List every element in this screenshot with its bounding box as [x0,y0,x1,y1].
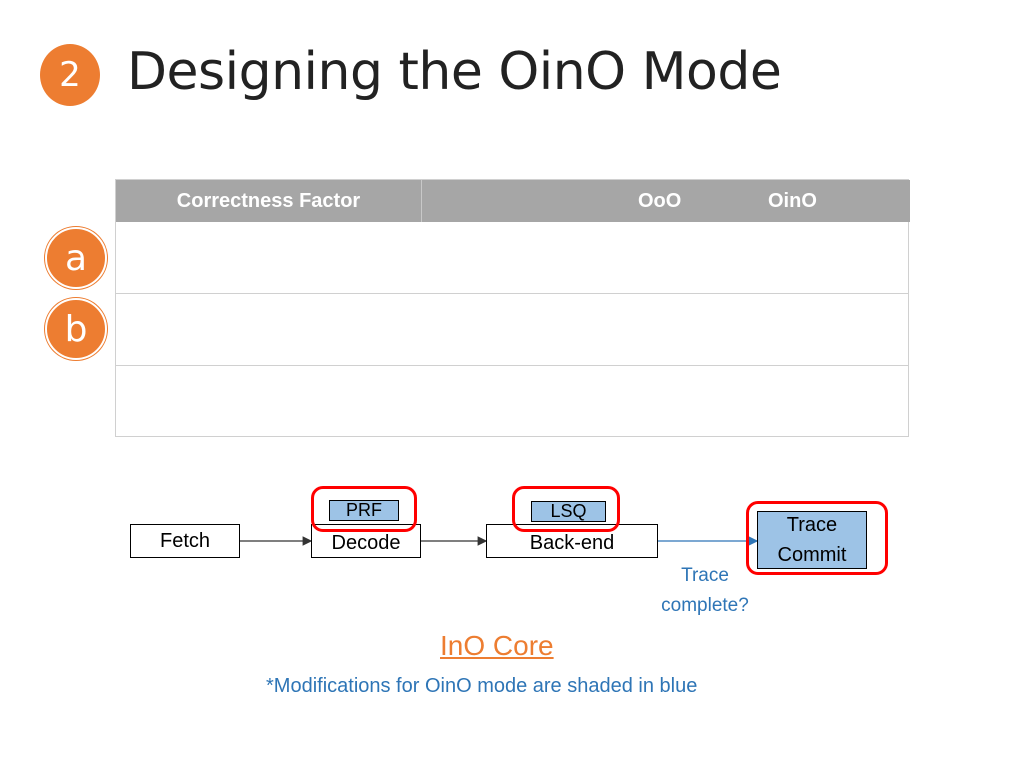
header-oino: OinO [768,189,817,212]
row-marker-b: b [45,298,107,360]
correctness-table: Correctness Factor OoO OinO [115,179,910,437]
table-row-divider [116,293,908,294]
ino-core-caption[interactable]: InO Core [440,630,554,661]
lsq-unit: LSQ [531,501,606,522]
modifications-footnote: *Modifications for OinO mode are shaded … [266,675,698,697]
trace-question-line2: complete? [661,595,749,616]
trace-commit-line2: Commit [777,544,847,566]
header-group: OoO OinO [422,180,910,222]
header-ooo: OoO [638,189,682,212]
header-correctness-factor: Correctness Factor [116,180,422,222]
prf-highlight [311,486,417,532]
trace-commit-stage: Trace Commit [757,511,867,569]
trace-commit-highlight [746,501,888,575]
fetch-stage: Fetch [130,524,240,558]
trace-commit-line1: Trace [786,514,838,536]
slide-title: Designing the OinO Mode [127,42,782,102]
lsq-highlight [512,486,620,532]
table-row-divider [116,365,908,366]
prf-unit: PRF [329,500,399,521]
slide-number-badge: 2 [40,44,100,106]
trace-question-line1: Trace [681,565,729,586]
trace-complete-question: Trace complete? [640,561,770,621]
row-marker-a: a [45,227,107,289]
